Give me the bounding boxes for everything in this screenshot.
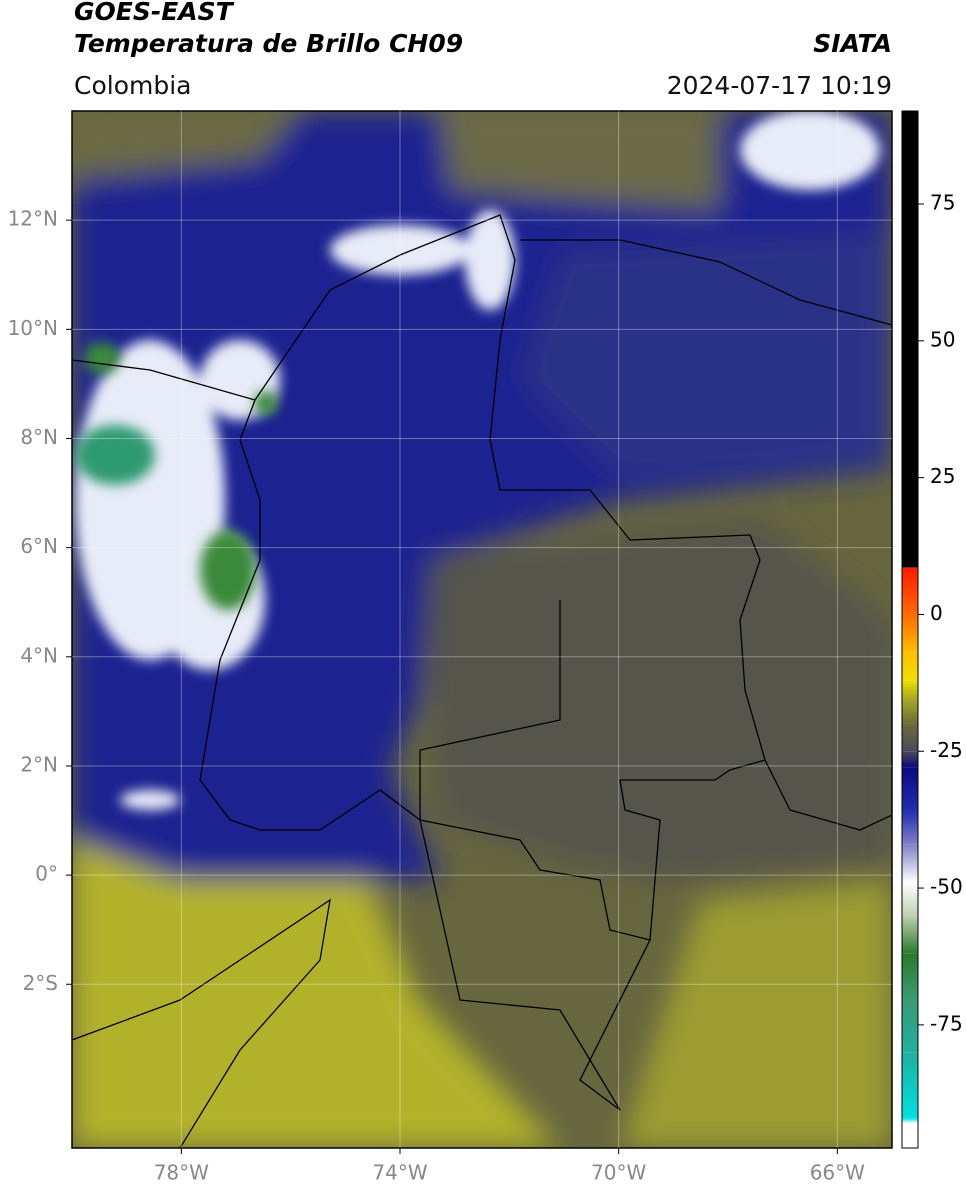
colorbar-segment [902,751,918,768]
colorbar-segment [902,1117,918,1124]
y-tick-label: 2°S [23,971,58,995]
colorbar-segment [902,567,918,615]
colorbar-segment [902,811,918,845]
region: Colombia [74,71,191,100]
timestamp: 2024-07-17 10:19 [667,71,892,100]
y-tick-label: 12°N [8,207,58,231]
y-tick-label: 8°N [20,425,58,449]
colorbar-frame [901,110,919,1149]
colorbar-segment [902,111,918,568]
colorbar-segment [902,997,918,1053]
y-tick-label: 6°N [20,534,58,558]
satellite-image [72,111,892,1148]
x-tick-label: 78°W [154,1161,209,1185]
colorbar-segment [902,953,918,998]
colorbar-segment [902,1052,918,1118]
colorbar-tick-label: 0 [930,601,943,625]
y-tick-label: 2°N [20,752,58,776]
y-tick-label: 0° [35,862,58,886]
map-frame [71,110,893,1149]
colorbar-tick-label: 25 [930,464,955,488]
x-tick-label: 70°W [591,1161,646,1185]
colorbar-tick-label: -25 [930,738,963,762]
colorbar-segment [902,844,918,883]
colorbar-segment [902,882,918,916]
colorbar-segment [902,652,918,681]
title: GOES-EAST [74,0,235,26]
colorbar-tick-label: 75 [930,191,955,215]
colorbar-tick-label: 50 [930,327,955,351]
x-tick-label: 66°W [810,1161,865,1185]
x-tick-label: 74°W [372,1161,427,1185]
colorbar-tick-label: -75 [930,1011,963,1035]
y-tick-label: 10°N [8,316,58,340]
colorbar-segment [902,567,918,568]
colorbar-segment [902,723,918,752]
y-tick-label: 4°N [20,643,58,667]
colorbar-segment [902,767,918,812]
source: SIATA [813,29,892,58]
colorbar-segment [902,696,918,724]
colorbar-segment [902,915,918,954]
colorbar-tick-label: -50 [930,875,963,899]
colorbar-segment [902,614,918,653]
colorbar-segment [902,680,918,697]
colorbar-segment [902,1123,918,1148]
subtitle: Temperatura de Brillo CH09 [74,29,463,58]
